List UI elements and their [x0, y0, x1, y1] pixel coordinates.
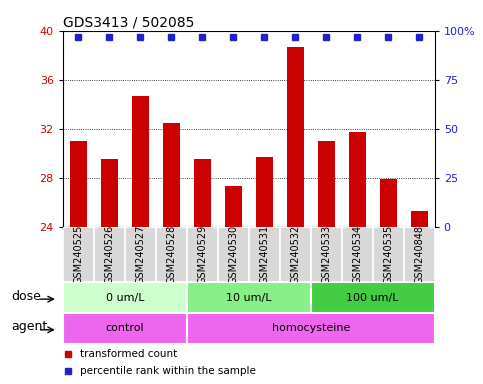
- Bar: [187, 227, 218, 282]
- Bar: [125, 227, 156, 282]
- Bar: [94, 227, 125, 282]
- Bar: [101, 159, 118, 227]
- Text: control: control: [105, 323, 144, 333]
- Text: homocysteine: homocysteine: [271, 323, 350, 333]
- Text: GSM240533: GSM240533: [321, 225, 331, 284]
- Bar: [187, 282, 311, 313]
- Text: GSM240534: GSM240534: [352, 225, 362, 284]
- Bar: [63, 227, 94, 282]
- Bar: [287, 46, 304, 227]
- Bar: [373, 227, 404, 282]
- Bar: [70, 141, 87, 227]
- Bar: [411, 211, 428, 227]
- Bar: [218, 227, 249, 282]
- Bar: [163, 122, 180, 227]
- Bar: [63, 313, 187, 344]
- Text: GSM240530: GSM240530: [228, 225, 238, 284]
- Text: GSM240528: GSM240528: [166, 225, 176, 284]
- Text: GSM240529: GSM240529: [197, 225, 207, 284]
- Bar: [194, 159, 211, 227]
- Text: agent: agent: [11, 320, 47, 333]
- Bar: [156, 227, 187, 282]
- Bar: [63, 282, 187, 313]
- Text: percentile rank within the sample: percentile rank within the sample: [80, 366, 256, 376]
- Text: GSM240532: GSM240532: [290, 225, 300, 284]
- Bar: [342, 227, 373, 282]
- Text: GSM240526: GSM240526: [104, 225, 114, 284]
- Bar: [404, 227, 435, 282]
- Text: GSM240525: GSM240525: [73, 225, 83, 284]
- Text: dose: dose: [11, 290, 41, 303]
- Bar: [256, 157, 273, 227]
- Bar: [380, 179, 397, 227]
- Bar: [318, 141, 335, 227]
- Text: GSM240531: GSM240531: [259, 225, 269, 284]
- Text: transformed count: transformed count: [80, 349, 177, 359]
- Bar: [249, 227, 280, 282]
- Text: GSM240535: GSM240535: [383, 225, 393, 284]
- Bar: [280, 227, 311, 282]
- Text: GDS3413 / 502085: GDS3413 / 502085: [63, 16, 194, 30]
- Text: 10 um/L: 10 um/L: [226, 293, 271, 303]
- Bar: [311, 282, 435, 313]
- Bar: [132, 96, 149, 227]
- Text: GSM240848: GSM240848: [414, 225, 424, 284]
- Text: GSM240527: GSM240527: [135, 225, 145, 284]
- Bar: [349, 132, 366, 227]
- Bar: [311, 227, 342, 282]
- Bar: [225, 186, 242, 227]
- Text: 0 um/L: 0 um/L: [105, 293, 144, 303]
- Text: 100 um/L: 100 um/L: [346, 293, 399, 303]
- Bar: [187, 313, 435, 344]
